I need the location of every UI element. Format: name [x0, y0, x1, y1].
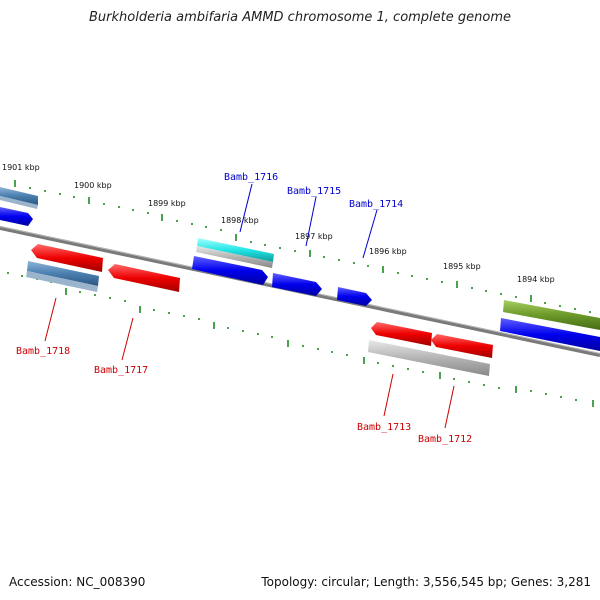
label-bamb-1716[interactable]: Bamb_1716	[224, 172, 278, 183]
kbp-label-1897: 1897 kbp	[295, 232, 333, 241]
gene-arrow-left-blue[interactable]	[0, 207, 33, 226]
kbp-label-1896: 1896 kbp	[369, 247, 407, 256]
gene-bamb-1718[interactable]	[26, 261, 99, 292]
gene-steelblue-left-top[interactable]	[0, 187, 38, 209]
upper-scale-ticks	[14, 180, 591, 313]
bottom-label-leaders	[44, 297, 455, 429]
gene-bamb-1716[interactable]	[196, 238, 274, 268]
gene-olive-right[interactable]	[503, 300, 600, 330]
kbp-label-1899: 1899 kbp	[148, 199, 186, 208]
gene-bamb-1715[interactable]	[272, 273, 322, 296]
gene-bamb-1713-red[interactable]	[371, 322, 432, 346]
gene-bamb-1712[interactable]	[431, 334, 493, 358]
label-bamb-1715[interactable]: Bamb_1715	[287, 186, 341, 197]
label-bamb-1714[interactable]: Bamb_1714	[349, 199, 403, 210]
kbp-label-1900: 1900 kbp	[74, 181, 112, 190]
label-bamb-1713[interactable]: Bamb_1713	[357, 422, 411, 433]
kbp-label-1898: 1898 kbp	[221, 216, 259, 225]
gene-bamb-1713[interactable]	[368, 340, 490, 376]
topology-text: Topology: circular; Length: 3,556,545 bp…	[261, 575, 591, 589]
gene-bamb-1718-red[interactable]	[31, 244, 103, 272]
kbp-label-1894: 1894 kbp	[517, 275, 555, 284]
gene-bamb-1717[interactable]	[108, 264, 180, 292]
label-bamb-1712[interactable]: Bamb_1712	[418, 434, 472, 445]
label-bamb-1718[interactable]: Bamb_1718	[16, 346, 70, 357]
gene-bamb-1714[interactable]	[337, 287, 372, 306]
accession-text: Accession: NC_008390	[9, 575, 146, 589]
kbp-label-1901: 1901 kbp	[2, 163, 40, 172]
gene-arrow-right-blue[interactable]	[500, 318, 600, 351]
top-label-leaders	[239, 183, 378, 259]
map-title: Burkholderia ambifaria AMMD chromosome 1…	[88, 10, 512, 25]
gene-bamb-1716-cds[interactable]	[192, 256, 268, 285]
kbp-label-1895: 1895 kbp	[443, 262, 481, 271]
label-bamb-1717[interactable]: Bamb_1717	[94, 365, 148, 376]
